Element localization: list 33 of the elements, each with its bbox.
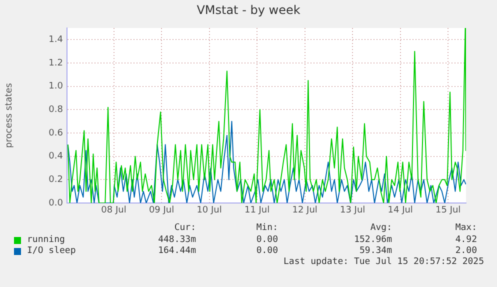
- x-tick-label: 11 Jul: [244, 206, 270, 216]
- y-tick-label: 0.4: [48, 152, 64, 162]
- text: 164.44m: [158, 246, 196, 257]
- x-tick-label: 14 Jul: [388, 206, 413, 216]
- text: Min:: [256, 223, 278, 234]
- text: Last update: Tue Jul 15 20:57:52 2025: [284, 257, 484, 268]
- text: 4.92: [455, 235, 477, 246]
- legend-label: I/O sleep: [27, 246, 76, 257]
- text: 448.33m: [158, 235, 196, 246]
- x-tick-label: 09 Jul: [148, 206, 174, 216]
- legend-label: running: [27, 235, 65, 246]
- y-tick-label: 1.4: [48, 35, 64, 46]
- x-tick-label: 15 Jul: [436, 206, 461, 216]
- text: 59.34m: [359, 246, 392, 257]
- text: Cur:: [174, 223, 196, 234]
- text: 2.00: [455, 246, 477, 257]
- y-tick-label: 0.6: [48, 128, 64, 138]
- y-tick-label: 0.2: [48, 175, 63, 186]
- text: 0.00: [256, 246, 278, 257]
- text: 0.00: [256, 235, 278, 246]
- y-tick-label: 0.0: [48, 198, 64, 208]
- x-tick-label: 08 Jul: [101, 206, 126, 216]
- y-tick-label: 1.2: [48, 58, 63, 68]
- x-tick-label: 13 Jul: [340, 206, 366, 216]
- y-axis-title: process states: [4, 82, 15, 148]
- x-tick-label: 10 Jul: [196, 206, 222, 216]
- text: Max:: [455, 223, 477, 234]
- chart-title: VMstat - by week: [196, 3, 302, 17]
- text: 152.96m: [354, 235, 392, 246]
- y-tick-label: 1.0: [48, 82, 64, 92]
- y-tick-label: 0.8: [48, 105, 64, 116]
- text: Avg:: [370, 223, 392, 234]
- x-tick-label: 12 Jul: [292, 206, 318, 216]
